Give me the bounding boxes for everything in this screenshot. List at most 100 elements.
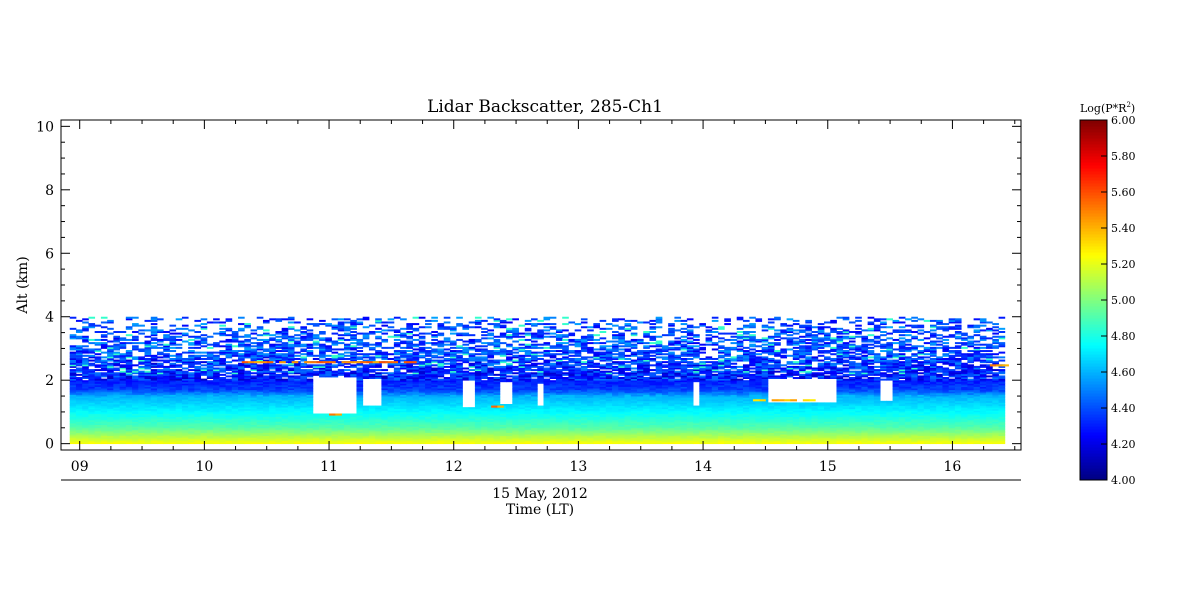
heatmap-cell [350,432,357,435]
heatmap-cell [468,365,476,368]
heatmap-cell [175,430,183,433]
heatmap-cell [400,435,407,438]
heatmap-cell [493,411,501,414]
heatmap-cell [88,348,96,351]
heatmap-cell [555,334,563,337]
heatmap-cell [107,399,114,402]
heatmap-cell [337,323,345,326]
heatmap-cell [200,421,208,424]
heatmap-cell [144,388,152,391]
heatmap-cell [524,438,532,441]
heatmap-cell [275,429,283,432]
heatmap-cell [493,319,501,322]
heatmap-cell [269,370,276,373]
heatmap-cell [443,402,451,405]
heatmap-cell [375,410,382,413]
heatmap-cell [368,373,376,376]
heatmap-cell [468,413,476,416]
heatmap-cell [287,429,295,432]
heatmap-cell [244,440,251,443]
heatmap-cell [362,337,370,340]
heatmap-cell [238,392,245,395]
heatmap-cell [300,438,308,441]
heatmap-cell [181,316,189,319]
heatmap-cell [574,329,582,332]
heatmap-cell [231,370,239,373]
heatmap-cell [412,386,420,389]
heatmap-cell [275,391,283,394]
heatmap-cell [275,394,283,397]
heatmap-cell [269,396,276,399]
heatmap-cell [281,342,289,345]
heatmap-cell [337,442,345,445]
heatmap-cell [200,381,208,384]
heatmap-cell [300,408,308,411]
heatmap-cell [100,380,108,383]
heatmap-cell [213,392,220,395]
heatmap-cell [437,353,445,356]
heatmap-cell [393,424,401,427]
heatmap-cell [506,413,513,416]
heatmap-cell [580,421,588,424]
heatmap-cell [181,405,189,408]
heatmap-cell [225,369,233,372]
heatmap-cell [300,394,308,397]
heatmap-cell [393,351,401,354]
heatmap-cell [82,430,89,433]
heatmap-cell [474,369,482,372]
heatmap-cell [281,407,289,410]
heatmap-cell [574,423,582,426]
heatmap-cell [337,324,345,327]
heatmap-cell [250,384,258,387]
heatmap-cell [512,419,519,422]
heatmap-cell [319,356,326,359]
heatmap-cell [518,389,526,392]
heatmap-cell [574,438,582,441]
heatmap-cell [181,396,189,399]
heatmap-cell [331,429,339,432]
heatmap-cell [125,327,133,330]
heatmap-cell [537,373,544,376]
heatmap-cell [543,432,551,435]
heatmap-cell [169,370,177,373]
heatmap-cell [381,430,389,433]
heatmap-cell [406,388,413,391]
heatmap-cell [244,348,251,351]
heatmap-cell [256,326,264,329]
heatmap-cell [487,435,495,438]
heatmap-cell [555,377,563,380]
heatmap-cell [381,396,389,399]
heatmap-cell [194,399,202,402]
heatmap-cell [474,340,482,343]
heatmap-cell [225,356,233,359]
heatmap-cell [250,411,258,414]
heatmap-cell [269,362,276,365]
heatmap-cell [200,337,208,340]
heatmap-cell [100,372,108,375]
heatmap-cell [481,392,488,395]
heatmap-cell [125,367,133,370]
heatmap-cell [75,399,83,402]
heatmap-cell [194,383,202,386]
heatmap-cell [437,408,445,411]
heatmap-cell [163,343,170,346]
heatmap-cell [406,440,413,443]
heatmap-cell [344,429,351,432]
heatmap-cell [75,370,83,373]
heatmap-cell [524,440,532,443]
heatmap-cell [157,403,164,406]
heatmap-cell [537,426,544,429]
heatmap-cell [244,389,251,392]
heatmap-cell [562,378,569,381]
heatmap-cell [425,421,432,424]
heatmap-cell [188,372,195,375]
heatmap-cell [238,342,245,345]
heatmap-cell [82,364,89,367]
heatmap-cell [518,440,526,443]
heatmap-cell [331,435,339,438]
heatmap-cell [362,435,370,438]
heatmap-cell [580,407,588,410]
heatmap-cell [231,367,239,370]
heatmap-cell [163,389,170,392]
heatmap-cell [562,438,569,441]
